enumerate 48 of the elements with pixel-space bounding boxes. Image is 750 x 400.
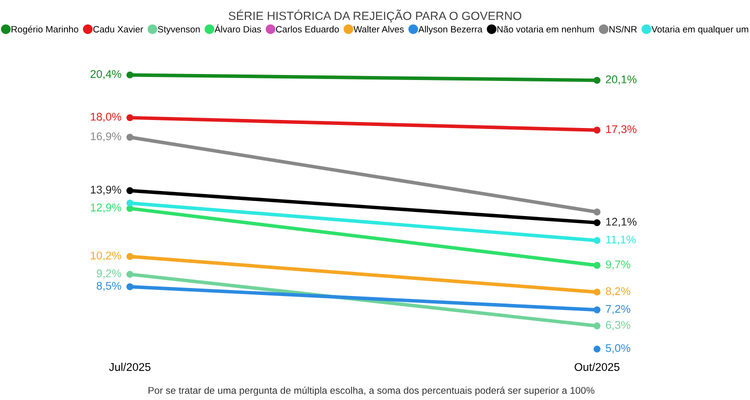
data-label: 5,0% [606,344,630,354]
data-label: 18,0% [90,112,122,122]
x-tick-label: Out/2025 [574,362,620,371]
data-label: 20,1% [606,75,636,85]
data-label: 12,1% [606,218,636,227]
point [126,187,134,194]
legend-label: Votaria em qualquer um [651,26,748,34]
legend-label: NS/NR [609,26,637,33]
legend-label: Cadu Xavier [93,26,144,33]
data-label: 16,9% [90,132,122,142]
data-label: 12,9% [90,204,122,213]
legend-label: Álvaro Dias [214,24,262,33]
legend-label: Carlos Eduardo [276,26,339,33]
data-label: 17,3% [606,125,636,134]
data-label: 20,4% [90,70,122,80]
point [126,134,134,141]
point [126,283,134,290]
point [594,322,600,330]
data-label: 6,3% [606,321,630,330]
point [126,114,134,122]
point [126,270,134,278]
point [594,262,600,269]
legend-label: Allyson Bezerra [418,26,482,34]
x-tick-label: Jul/2025 [109,362,150,371]
legend-label: Styvenson [158,26,200,34]
chart-title: SÉRIE HISTÓRICA DA REJEIÇÃO PARA O GOVERNO [228,10,522,22]
data-label: 8,2% [606,287,630,296]
legend-label: Não votaria em nenhum [497,26,594,33]
point [126,200,134,207]
data-label: 11,1% [606,236,636,245]
text: Por se tratar de uma pergunta de múltipla escolha, a soma dos percentuais poderá ser superior a 100% [148,386,594,396]
point [594,219,600,226]
data-label: 7,2% [606,305,630,314]
point [126,253,134,260]
point [594,237,600,244]
point [126,71,134,78]
data-label: 8,5% [96,282,122,292]
legend-label: Rogério Marinho [12,26,78,34]
data-label: 9,7% [606,260,630,270]
point [594,126,600,134]
point [594,76,600,84]
legend-label: Walter Alves [354,26,404,33]
point [594,208,600,216]
data-label: 13,9% [90,186,122,195]
data-label: 9,2% [96,269,122,279]
point [594,306,600,314]
point [594,288,600,296]
data-label: 10,2% [90,252,122,261]
